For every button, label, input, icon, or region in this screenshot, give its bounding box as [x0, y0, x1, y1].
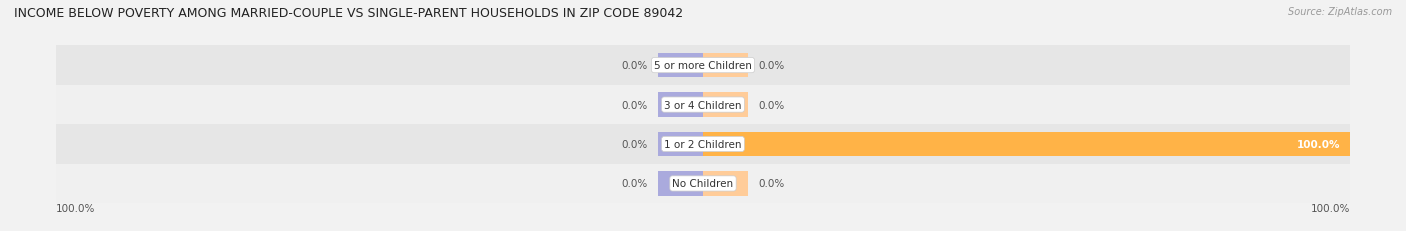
- Bar: [56, 46, 1350, 85]
- Bar: [56, 125, 1350, 164]
- Text: INCOME BELOW POVERTY AMONG MARRIED-COUPLE VS SINGLE-PARENT HOUSEHOLDS IN ZIP COD: INCOME BELOW POVERTY AMONG MARRIED-COUPL…: [14, 7, 683, 20]
- Bar: [703, 93, 748, 117]
- Bar: [703, 54, 748, 78]
- Text: 3 or 4 Children: 3 or 4 Children: [664, 100, 742, 110]
- Text: Source: ZipAtlas.com: Source: ZipAtlas.com: [1288, 7, 1392, 17]
- Bar: [703, 132, 1350, 157]
- Text: 0.0%: 0.0%: [758, 61, 785, 71]
- Text: 0.0%: 0.0%: [621, 100, 648, 110]
- Bar: [658, 54, 703, 78]
- Bar: [56, 85, 1350, 125]
- Text: 100.0%: 100.0%: [1296, 139, 1340, 149]
- Bar: [658, 171, 703, 196]
- Bar: [56, 164, 1350, 203]
- Text: 1 or 2 Children: 1 or 2 Children: [664, 139, 742, 149]
- Text: 0.0%: 0.0%: [621, 61, 648, 71]
- Text: 5 or more Children: 5 or more Children: [654, 61, 752, 71]
- Text: 100.0%: 100.0%: [56, 203, 96, 213]
- Text: 0.0%: 0.0%: [621, 179, 648, 189]
- Bar: [658, 132, 703, 157]
- Bar: [658, 93, 703, 117]
- Text: 100.0%: 100.0%: [1310, 203, 1350, 213]
- Text: 0.0%: 0.0%: [621, 139, 648, 149]
- Bar: [703, 171, 748, 196]
- Text: 0.0%: 0.0%: [758, 100, 785, 110]
- Text: 0.0%: 0.0%: [758, 179, 785, 189]
- Text: No Children: No Children: [672, 179, 734, 189]
